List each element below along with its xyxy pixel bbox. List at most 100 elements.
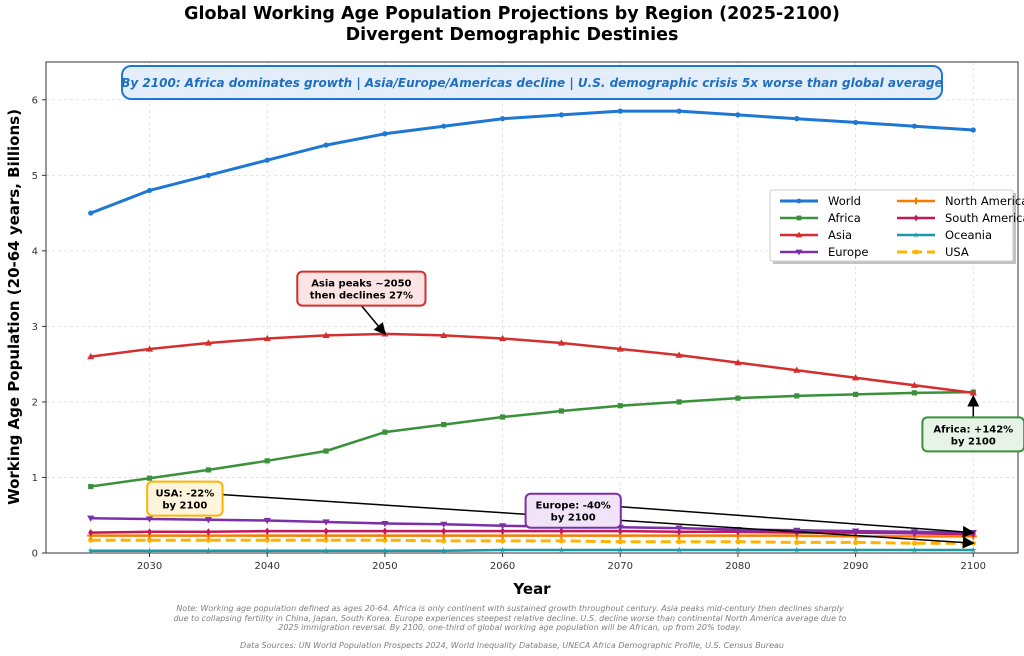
y-axis-label: Working Age Population (20-64 years, Bil… xyxy=(5,109,23,505)
data-point-africa xyxy=(911,390,918,396)
data-point-usa xyxy=(382,537,388,543)
series-world xyxy=(88,108,976,216)
data-point-usa xyxy=(911,540,918,546)
series-north-america xyxy=(87,532,977,540)
data-point-world xyxy=(970,127,976,133)
banner-text: By 2100: Africa dominates growth | Asia/… xyxy=(121,76,942,90)
title-line: Global Working Age Population Projection… xyxy=(184,4,840,24)
data-point-asia xyxy=(852,374,860,381)
data-point-world xyxy=(853,119,859,126)
data-point-africa xyxy=(676,399,682,405)
data-point-europe xyxy=(675,525,683,532)
data-point-usa xyxy=(853,539,859,546)
footnote: Note: Working age population defined as … xyxy=(150,604,870,633)
x-axis: 2030 2040 2050 2060 2070 2080 2090 2100 xyxy=(137,553,986,572)
legend-label: World xyxy=(828,194,861,208)
annotation-text: by 2100 xyxy=(951,436,996,447)
data-point-oceania xyxy=(146,547,153,554)
data-point-oceania xyxy=(969,546,977,553)
data-point-oceania xyxy=(440,547,448,554)
data-point-asia xyxy=(734,359,742,366)
y-tick-label: 6 xyxy=(32,95,38,106)
legend: World Africa Asia Europe North America South … xyxy=(769,189,1024,264)
annotation-box xyxy=(921,416,1024,453)
data-point-world xyxy=(499,116,506,122)
banner-box xyxy=(121,65,943,100)
data-point-asia xyxy=(969,389,977,396)
data-point-world xyxy=(88,210,94,216)
data-point-europe xyxy=(322,519,330,526)
data-point-europe xyxy=(263,517,271,525)
data-point-usa xyxy=(735,539,741,545)
data-point-oceania xyxy=(205,547,212,554)
data-point-africa xyxy=(146,475,153,481)
legend-label: Oceania xyxy=(945,228,992,242)
data-point-asia xyxy=(498,334,507,342)
legend-label: USA xyxy=(945,245,969,259)
annotation-text: Africa: +142% xyxy=(933,424,1013,435)
legend-marker xyxy=(913,214,919,222)
data-point-asia xyxy=(263,334,271,342)
legend-marker xyxy=(796,198,802,204)
chart-title: Global Working Age Population Projection… xyxy=(0,4,1024,46)
footnote-line: 2025 immigration reversal. By 2100, one-… xyxy=(278,623,742,632)
data-point-south-america xyxy=(676,528,682,536)
data-point-world xyxy=(205,172,211,178)
data-point-oceania xyxy=(911,546,918,553)
legend-marker xyxy=(912,197,920,205)
legend-marker xyxy=(796,215,802,221)
data-point-asia xyxy=(793,366,801,373)
series-africa xyxy=(88,389,976,490)
annotation-box xyxy=(524,492,622,529)
y-tick-label: 0 xyxy=(32,549,38,560)
data-point-usa xyxy=(441,538,447,544)
series-group xyxy=(87,108,977,554)
data-point-europe xyxy=(381,520,389,528)
banner: By 2100: Africa dominates growth | Asia/… xyxy=(121,65,943,100)
y-tick-label: 4 xyxy=(32,246,38,257)
data-point-oceania xyxy=(734,546,742,553)
data-point-africa xyxy=(735,395,741,401)
data-point-africa xyxy=(499,414,506,420)
data-point-usa xyxy=(146,537,153,543)
data-point-world xyxy=(264,157,270,163)
data-point-africa xyxy=(617,403,623,409)
data-point-usa xyxy=(264,537,270,543)
data-point-asia xyxy=(87,353,95,360)
data-point-south-america xyxy=(146,528,153,536)
annotation-africa: Africa: +142%by 2100 xyxy=(921,394,1024,453)
legend-label: North America xyxy=(945,194,1024,208)
data-point-europe xyxy=(440,521,448,528)
data-point-oceania xyxy=(793,546,801,553)
data-point-usa xyxy=(794,539,800,546)
y-tick-label: 3 xyxy=(32,322,38,333)
data-point-world xyxy=(146,187,153,194)
y-tick-label: 2 xyxy=(32,397,38,408)
data-point-world xyxy=(735,112,741,118)
data-sources: Data Sources: UN World Population Prospe… xyxy=(240,641,784,650)
series-oceania xyxy=(87,546,977,554)
data-point-south-america xyxy=(499,527,506,535)
data-point-europe xyxy=(793,527,801,534)
series-line-usa xyxy=(90,538,974,545)
legend-label: Europe xyxy=(828,245,868,259)
data-point-africa xyxy=(382,429,388,435)
data-point-world xyxy=(323,142,329,148)
data-point-africa xyxy=(205,467,211,473)
data-point-world xyxy=(617,108,623,114)
data-point-usa xyxy=(323,537,329,543)
series-line-asia xyxy=(90,332,974,395)
data-point-asia xyxy=(322,331,330,339)
data-point-africa xyxy=(323,448,329,454)
data-point-asia xyxy=(145,345,154,352)
y-axis: 0 1 2 3 4 5 6 xyxy=(32,95,46,560)
data-point-south-america xyxy=(382,527,388,535)
data-point-usa xyxy=(617,539,623,545)
annotation-text: USA: -22% xyxy=(155,489,214,500)
legend-item-usa: USA xyxy=(897,245,969,259)
data-point-world xyxy=(794,116,800,122)
legend-item-world: World xyxy=(780,194,861,208)
footnote-line: due to collapsing fertility in China, Ja… xyxy=(173,613,847,623)
data-point-africa xyxy=(441,421,447,428)
subtitle-line: Divergent Demographic Destinies xyxy=(345,25,679,45)
